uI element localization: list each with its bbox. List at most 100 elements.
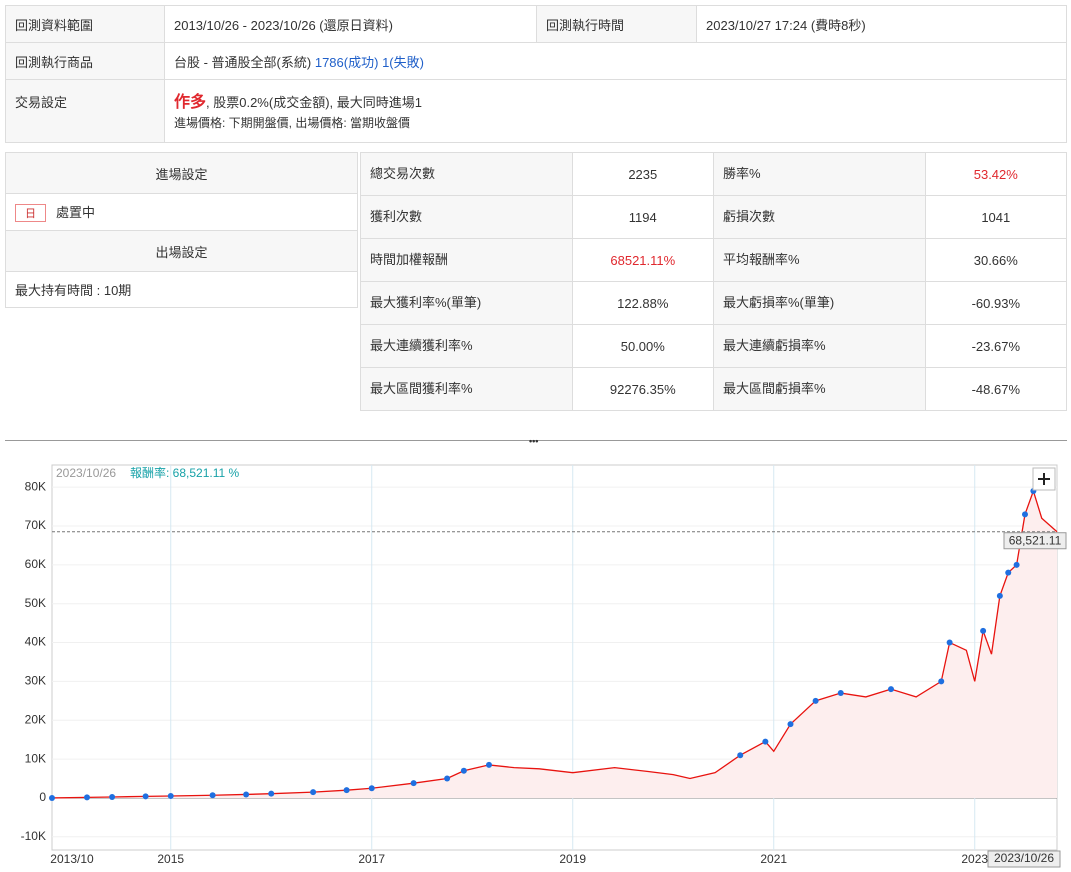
x-tick-label: 2021 — [760, 852, 787, 866]
stat-label: 最大獲利率%(單筆) — [360, 281, 573, 325]
stat-label: 最大區間虧損率% — [712, 367, 926, 411]
stat-label: 總交易次數 — [360, 152, 573, 196]
new-high-dot — [887, 686, 894, 693]
new-high-dot — [485, 761, 492, 768]
y-tick-label: 10K — [25, 751, 46, 765]
area — [52, 491, 1057, 798]
x-tick-label: 2017 — [358, 852, 385, 866]
line — [51, 488, 1058, 799]
new-high-dot — [310, 789, 317, 796]
row: 日處置中 — [5, 193, 358, 231]
new-high-dot — [737, 752, 744, 759]
direction: 作多 — [174, 93, 207, 111]
divider — [5, 440, 1067, 441]
stat-label: 最大虧損率%(單筆) — [712, 281, 926, 325]
new-high-dot — [1021, 511, 1028, 518]
new-high-dot — [268, 790, 275, 797]
row: 最大持有時間 : 10期 — [5, 271, 358, 308]
text: , 股票0.2%(成交金額), 最大同時進場1 — [206, 94, 422, 110]
new-high-dot — [109, 793, 116, 800]
link[interactable]: 1786(成功) — [314, 54, 379, 70]
x-tick-label: 2013/10 — [50, 852, 94, 866]
header: 出場設定 — [5, 230, 358, 272]
x-tick-label: 2023 — [961, 852, 988, 866]
stat-value: 1041 — [924, 195, 1068, 239]
header: 進場設定 — [5, 152, 358, 194]
y-tick-label: -10K — [21, 829, 46, 843]
new-high-dot — [243, 791, 250, 798]
text: 進場價格: 下期開盤價, 出場價格: 當期收盤價 — [174, 115, 411, 130]
stat-value: 2235 — [571, 152, 714, 196]
header-metric: 報酬率: 68,521.11 % — [130, 465, 239, 480]
new-high-dot — [980, 627, 987, 634]
value-badge — [1003, 532, 1067, 550]
stat-value: 30.66% — [924, 238, 1068, 282]
new-high-dot — [996, 592, 1003, 599]
stat-value: -23.67% — [924, 324, 1068, 368]
new-high-dot — [209, 792, 216, 799]
value-badge-text: 68,521.11 — [1009, 533, 1062, 547]
zoom-button[interactable] — [1032, 467, 1056, 491]
y-tick-label: 80K — [25, 479, 46, 493]
new-high-dot — [1005, 569, 1012, 576]
stat-value: 68521.11% — [571, 238, 714, 282]
x-tick-label: 2019 — [559, 852, 586, 866]
stat-value: -48.67% — [924, 367, 1068, 411]
value: 2013/10/26 - 2023/10/26 (還原日資料) — [164, 5, 537, 43]
new-high-dot — [1013, 561, 1020, 568]
stat-value: 53.42% — [924, 152, 1068, 196]
header-date: 2023/10/26 — [56, 466, 116, 480]
badge: 日 — [15, 204, 46, 222]
stat-label: 獲利次數 — [360, 195, 573, 239]
link[interactable]: 1(失敗) — [382, 54, 424, 70]
stat-label: 虧損次數 — [712, 195, 926, 239]
new-high-dot — [837, 690, 844, 697]
new-high-dot — [444, 775, 451, 782]
y-tick-label: 40K — [25, 635, 46, 649]
stat-label: 平均報酬率% — [712, 238, 926, 282]
settings-table: 進場設定 日處置中 出場設定 最大持有時間 : 10期 — [5, 152, 358, 308]
label: 回測執行時間 — [536, 5, 697, 43]
y-tick-label: 70K — [25, 518, 46, 532]
new-high-dot — [343, 787, 350, 794]
new-high-dot — [410, 780, 417, 787]
text: 台股 - 普通股全部(系統) — [174, 54, 312, 70]
stat-label: 最大區間獲利率% — [360, 367, 573, 411]
x-tick-label: 2015 — [157, 852, 184, 866]
stat-label: 時間加權報酬 — [360, 238, 573, 282]
value: 2023/10/27 17:24 (費時8秒) — [696, 5, 1067, 43]
new-high-dot — [946, 639, 953, 646]
stat-value: -60.93% — [924, 281, 1068, 325]
new-high-dot — [938, 678, 945, 685]
text: 處置中 — [56, 205, 96, 220]
label: 回測資料範圍 — [5, 5, 165, 43]
new-high-dot — [368, 785, 375, 792]
y-tick-label: 60K — [25, 557, 46, 571]
info-table: 回測資料範圍 2013/10/26 - 2023/10/26 (還原日資料) 回測執… — [5, 5, 1067, 143]
stat-value: 1194 — [571, 195, 714, 239]
new-high-dot — [812, 697, 819, 704]
stat-value: 50.00% — [571, 324, 714, 368]
new-high-dot — [167, 792, 174, 799]
y-tick-label: 20K — [25, 712, 46, 726]
stats-table: 總交易次數 2235 勝率% 53.42% 獲利次數 1194 虧損次數 1041 時間加權報酬… — [360, 152, 1068, 411]
stat-value: 92276.35% — [571, 367, 714, 411]
stat-value: 122.88% — [571, 281, 714, 325]
value: 台股 - 普通股全部(系統) 1786(成功) 1(失敗) — [164, 42, 1067, 80]
value: 作多, 股票0.2%(成交金額), 最大同時進場1 進場價格: 下期開盤價, 出場… — [164, 79, 1067, 143]
label: 交易設定 — [5, 79, 165, 143]
y-tick-label: 50K — [25, 596, 46, 610]
new-high-dot — [83, 794, 90, 801]
stat-label: 最大連續虧損率% — [712, 324, 926, 368]
y-tick-label: 30K — [25, 674, 46, 688]
new-high-dot — [142, 793, 149, 800]
zoom-button-icon — [1038, 473, 1050, 485]
resize-handle[interactable]: ••• — [529, 436, 539, 446]
stat-label: 最大連續獲利率% — [360, 324, 573, 368]
new-high-dot — [787, 721, 794, 728]
new-high-dot — [762, 738, 769, 745]
label: 回測執行商品 — [5, 42, 165, 80]
stat-label: 勝率% — [712, 152, 926, 196]
date-badge — [987, 850, 1061, 868]
